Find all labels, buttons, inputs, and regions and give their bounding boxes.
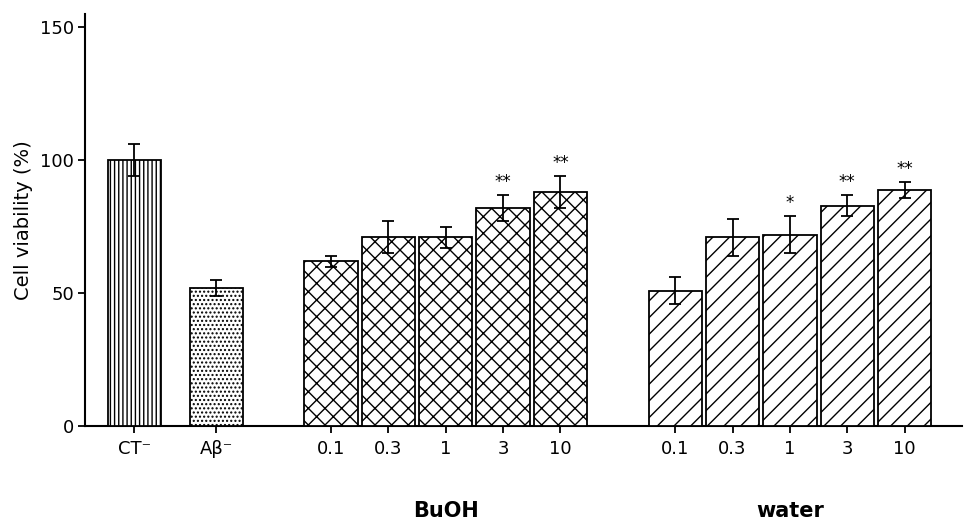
Text: **: ** <box>552 154 569 172</box>
Bar <box>763 235 817 426</box>
Y-axis label: Cell viability (%): Cell viability (%) <box>14 140 33 300</box>
Bar <box>189 288 243 426</box>
Bar <box>821 205 874 426</box>
Text: *: * <box>786 194 794 212</box>
Bar <box>476 208 530 426</box>
Bar <box>419 238 472 426</box>
Text: **: ** <box>839 173 856 191</box>
Text: BuOH: BuOH <box>413 501 478 520</box>
Bar <box>362 238 415 426</box>
Bar <box>107 160 161 426</box>
Bar <box>706 238 759 426</box>
Bar <box>534 192 588 426</box>
Bar <box>305 262 357 426</box>
Bar <box>649 291 702 426</box>
Text: **: ** <box>495 173 511 191</box>
Text: **: ** <box>896 160 914 177</box>
Text: water: water <box>756 501 824 520</box>
Bar <box>878 189 931 426</box>
